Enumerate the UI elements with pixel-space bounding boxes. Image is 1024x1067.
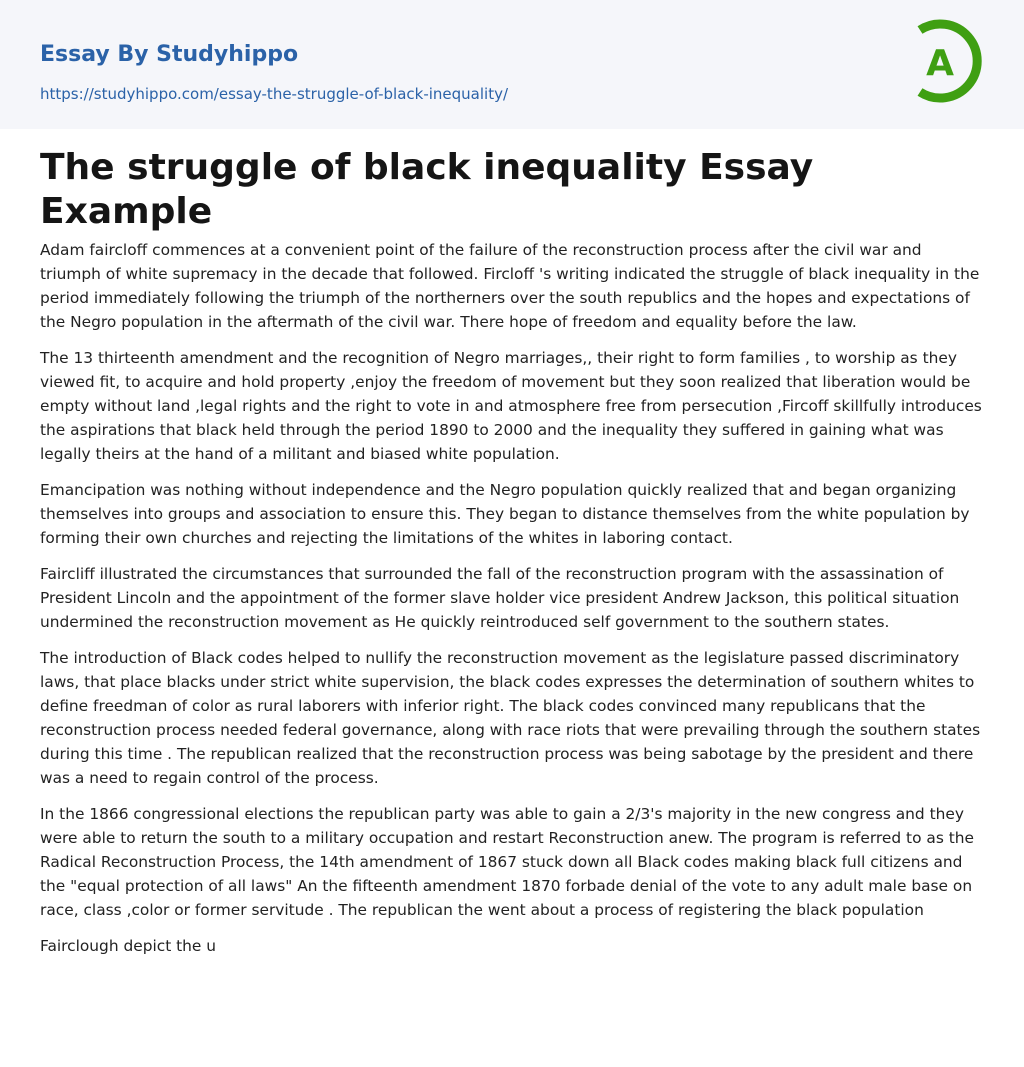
studyhippo-logo-icon[interactable]: A (912, 18, 986, 104)
paragraph-truncated: Fairclough depict the u (40, 937, 217, 955)
brand-name[interactable]: Essay By Studyhippo (40, 42, 299, 67)
paragraph: The 13 thirteenth amendment and the reco… (40, 349, 982, 463)
paragraph: In the 1866 congressional elections the … (40, 805, 974, 919)
logo-letter: A (926, 43, 954, 84)
article-body: Adam faircloff commences at a convenient… (40, 238, 984, 958)
page-title: The struggle of black inequality Essay E… (40, 147, 814, 232)
site-header: Essay By Studyhippo https://studyhippo.c… (0, 0, 1024, 129)
paragraph: Faircliff illustrated the circumstances … (40, 565, 960, 631)
page-url-link[interactable]: https://studyhippo.com/essay-the-struggl… (40, 85, 509, 103)
paragraph: The introduction of Black codes helped t… (40, 649, 981, 787)
article: The struggle of black inequality Essay E… (40, 147, 984, 958)
paragraph: Emancipation was nothing without indepen… (40, 481, 970, 547)
paragraph: Adam faircloff commences at a convenient… (40, 241, 980, 331)
